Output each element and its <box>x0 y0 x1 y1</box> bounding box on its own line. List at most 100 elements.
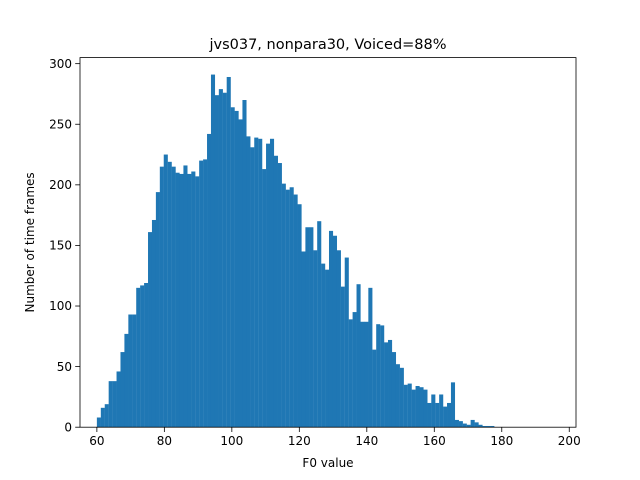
histogram-bar <box>120 352 125 428</box>
x-axis-title: F0 value <box>302 456 353 470</box>
y-tick-label: 250 <box>49 117 72 131</box>
histogram-bar <box>317 221 322 428</box>
histogram-bar <box>226 76 231 428</box>
histogram-bar <box>376 324 381 428</box>
histogram-bars <box>96 74 495 428</box>
histogram-bar <box>305 227 310 428</box>
histogram-bar <box>214 95 219 428</box>
histogram-bar <box>207 133 212 428</box>
histogram-bar <box>96 417 101 428</box>
histogram-bar <box>458 421 463 428</box>
histogram-bar <box>277 163 282 428</box>
histogram-bar <box>262 169 267 428</box>
histogram-bar <box>411 389 416 428</box>
histogram-bar <box>439 394 444 428</box>
histogram-bar <box>144 283 149 428</box>
histogram-bar <box>443 406 448 428</box>
histogram-bar <box>395 364 400 428</box>
x-tick-label: 200 <box>558 434 581 448</box>
histogram-bar <box>171 166 176 428</box>
histogram-bar <box>242 100 247 428</box>
y-tick-label: 300 <box>49 57 72 71</box>
histogram-bar <box>128 314 133 428</box>
histogram-bar <box>486 425 491 428</box>
histogram-bar <box>321 263 326 428</box>
histogram-bar <box>419 387 424 428</box>
histogram-bar <box>427 402 432 428</box>
histogram-bar <box>325 269 330 428</box>
histogram-bar <box>423 389 428 428</box>
histogram-bar <box>447 402 452 428</box>
x-tick-label: 120 <box>288 434 311 448</box>
histogram-bar <box>309 227 314 428</box>
histogram-bar <box>356 284 361 428</box>
histogram-bar <box>155 192 160 428</box>
histogram-bar <box>112 381 117 428</box>
histogram-bar <box>199 160 204 428</box>
plot-frame <box>79 57 577 428</box>
histogram-bar <box>490 425 495 428</box>
histogram-bar <box>293 194 298 428</box>
histogram-bar <box>407 383 412 428</box>
histogram-bar <box>238 119 243 428</box>
x-tick-label: 60 <box>89 434 104 448</box>
y-axis-title: Number of time frames <box>23 172 37 312</box>
histogram-bar <box>415 386 420 428</box>
histogram-bar <box>372 349 377 428</box>
histogram-bar <box>148 232 153 428</box>
histogram-bar <box>187 173 192 428</box>
histogram-bar <box>482 425 487 428</box>
x-tick-label: 160 <box>423 434 446 448</box>
histogram-bar <box>124 333 129 428</box>
histogram-bar <box>391 352 397 428</box>
histogram-bar <box>210 74 216 428</box>
histogram-bar <box>344 257 349 428</box>
x-axis: 60 80 100 120 140 160 180 200 <box>89 427 581 448</box>
histogram-bar <box>234 110 239 428</box>
x-tick-label: 180 <box>490 434 513 448</box>
histogram-bar <box>266 143 271 428</box>
histogram-bar <box>313 250 318 428</box>
histogram-bar <box>203 159 208 428</box>
histogram-bar <box>352 312 357 428</box>
histogram-bar <box>175 172 180 428</box>
histogram-bar <box>281 183 286 428</box>
histogram-bar <box>191 171 196 428</box>
histogram-bar <box>399 367 404 428</box>
histogram-bar <box>340 286 345 428</box>
histogram-bar <box>462 423 467 428</box>
histogram-bar <box>230 107 235 428</box>
histogram-bar <box>136 287 141 428</box>
histogram-bar <box>222 92 227 428</box>
histogram-bar <box>132 314 137 428</box>
histogram-bar <box>254 137 259 428</box>
histogram-bar <box>403 384 408 428</box>
histogram-bar <box>470 419 475 428</box>
histogram-bar <box>159 166 164 428</box>
histogram-bar <box>100 407 105 428</box>
histogram-bar <box>368 287 373 428</box>
histogram-bar <box>336 250 341 428</box>
histogram-bar <box>195 176 200 428</box>
y-tick-label: 50 <box>57 360 72 374</box>
histogram-bar <box>384 342 389 428</box>
histogram-bar <box>116 371 121 428</box>
y-tick-label: 200 <box>49 178 72 192</box>
histogram-bar <box>108 381 113 428</box>
histogram-bar <box>380 325 385 428</box>
y-tick-label: 100 <box>49 299 72 313</box>
chart-title: jvs037, nonpara30, Voiced=88% <box>208 37 446 53</box>
histogram-bar <box>474 422 479 428</box>
x-tick-label: 100 <box>220 434 243 448</box>
histogram-bar <box>285 189 290 428</box>
histogram-bar <box>183 165 188 428</box>
histogram-bar <box>466 424 471 428</box>
histogram-bar <box>151 219 157 428</box>
histogram-bar <box>450 382 456 428</box>
histogram-bar <box>163 154 168 428</box>
y-tick-label: 0 <box>64 420 72 434</box>
x-tick-label: 80 <box>157 434 172 448</box>
histogram-bar <box>478 424 483 428</box>
histogram-bar <box>301 251 306 428</box>
